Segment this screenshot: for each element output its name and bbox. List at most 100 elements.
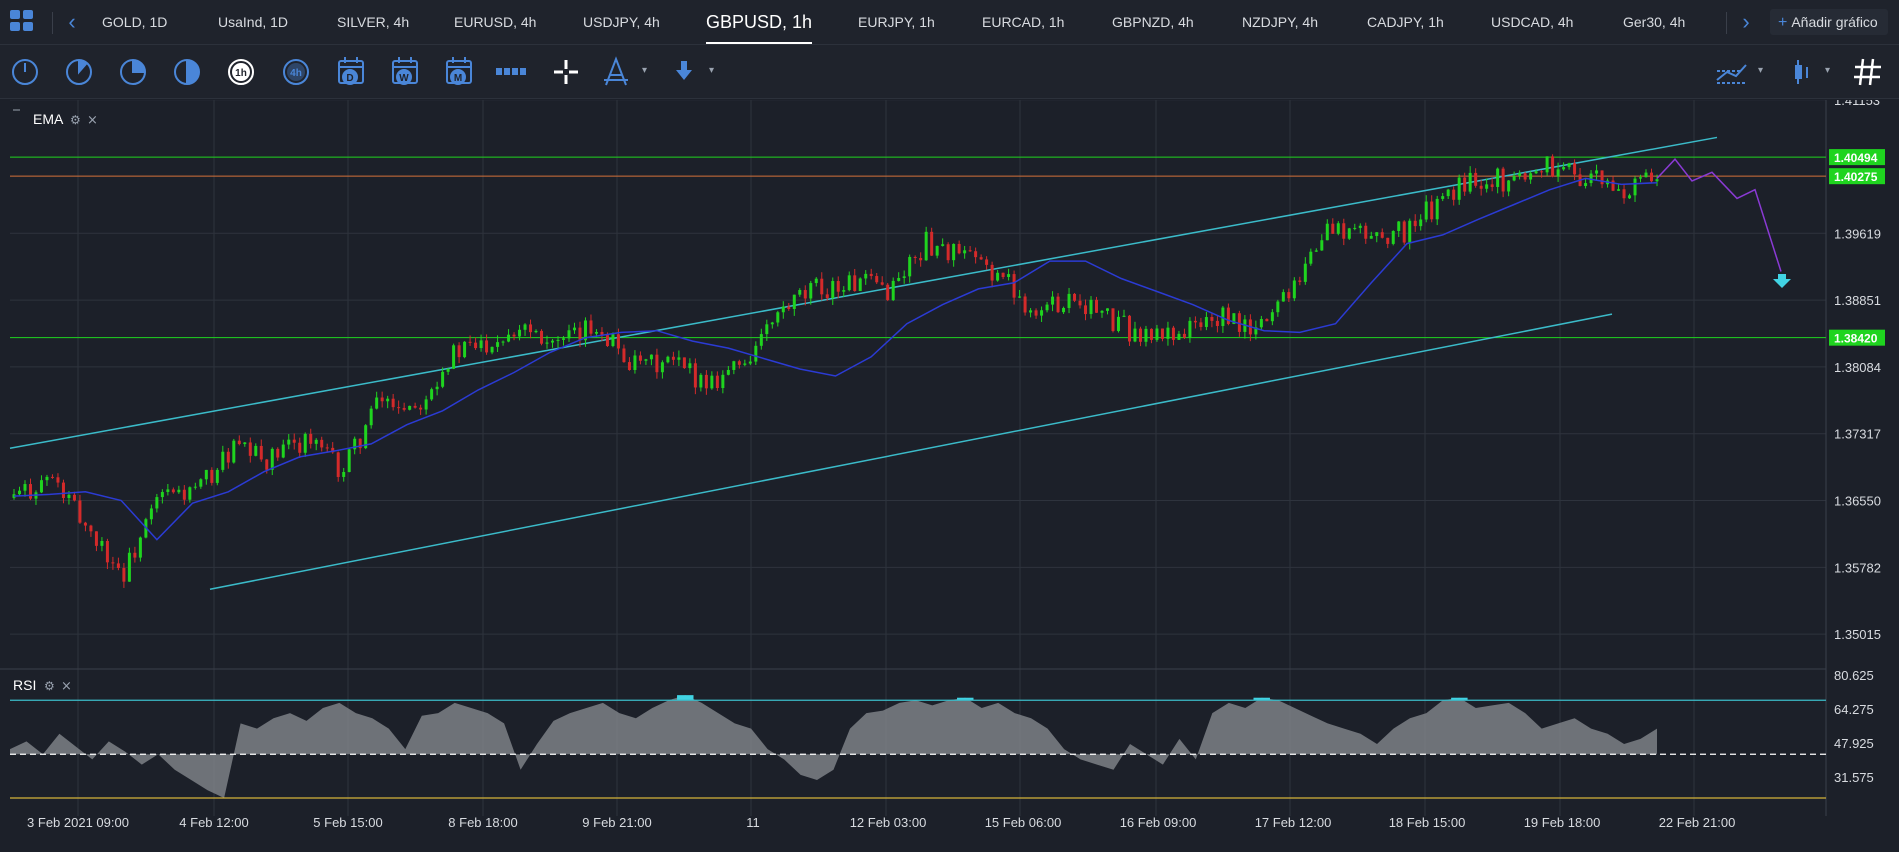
- clock-1h-icon[interactable]: [228, 59, 254, 85]
- candle-body: [1122, 315, 1126, 317]
- ruler-icon[interactable]: [496, 68, 526, 75]
- forecast-line[interactable]: [1656, 158, 1791, 288]
- candle-body: [1106, 308, 1110, 311]
- tab-gbpnzd-4h[interactable]: GBPNZD, 4h: [1112, 14, 1194, 30]
- candle-body: [913, 256, 917, 259]
- tab-ger30-4h[interactable]: Ger30, 4h: [1623, 14, 1686, 30]
- candle-body: [1655, 179, 1659, 182]
- rsi-tick: 64.275: [1834, 702, 1874, 717]
- rsi-settings-icon[interactable]: ⚙: [44, 679, 55, 693]
- candle-body: [919, 258, 923, 261]
- chart-type-caret-icon[interactable]: ▾: [1758, 65, 1764, 76]
- candle-body: [1534, 171, 1538, 174]
- tab-gbpusd-1h[interactable]: GBPUSD, 1h: [706, 0, 813, 44]
- chart-area[interactable]: 1.41153 1.39619 1.38851 1.38084 1.37317 1.365…: [0, 93, 1899, 847]
- candles: [12, 154, 1659, 588]
- candle-body: [1100, 310, 1104, 313]
- tab-nzdjpy-4h[interactable]: NZDJPY, 4h: [1242, 14, 1318, 30]
- calendar-w-icon[interactable]: [392, 57, 418, 85]
- candle-body: [781, 306, 785, 313]
- candle-body: [138, 537, 142, 558]
- candle-body: [512, 334, 516, 337]
- calendar-m-icon[interactable]: [446, 57, 472, 85]
- candle-body: [699, 374, 703, 388]
- candle-body: [1408, 220, 1412, 243]
- candle-body: [858, 278, 862, 292]
- candle-body: [160, 491, 164, 498]
- candle-body: [1133, 328, 1137, 342]
- candle-body: [572, 327, 576, 331]
- clock-m5-icon[interactable]: [66, 59, 92, 85]
- candle-body: [963, 250, 967, 254]
- tab-usdcad-4h[interactable]: USDCAD, 4h: [1491, 14, 1574, 30]
- price-axis: 1.41153 1.39619 1.38851 1.38084 1.37317 1.365…: [1829, 93, 1885, 642]
- layout-grid-icon[interactable]: [10, 10, 36, 34]
- tab-usaind-1d[interactable]: UsaInd, 1D: [218, 14, 289, 30]
- rsi-tick: 47.925: [1834, 736, 1874, 751]
- grid-icon[interactable]: [1854, 58, 1881, 86]
- clock-4h-icon[interactable]: [283, 59, 309, 85]
- time-tick: 11: [746, 815, 760, 830]
- candle-body: [990, 264, 994, 281]
- tab-usdjpy-4h[interactable]: USDJPY, 4h: [583, 14, 660, 30]
- tab-eurcad-1h[interactable]: EURCAD, 1h: [982, 14, 1065, 30]
- tab-cadjpy-1h[interactable]: CADJPY, 1h: [1367, 14, 1444, 30]
- candle-body: [1095, 299, 1099, 313]
- indicators-caret-icon[interactable]: ▾: [1825, 65, 1831, 76]
- candle-body: [276, 448, 280, 458]
- month-label: M: [454, 73, 462, 84]
- candle-body: [149, 508, 153, 520]
- chart-type-icon[interactable]: [1716, 64, 1747, 84]
- tabs-scroll-right-icon[interactable]: ›: [1742, 9, 1750, 34]
- price-tick: 1.38084: [1834, 360, 1881, 375]
- candle-body: [171, 489, 175, 493]
- candle-body: [545, 342, 549, 344]
- candle-body: [1342, 223, 1346, 239]
- candle-body: [1496, 168, 1500, 187]
- candle-body: [996, 272, 1000, 281]
- clock-m30-icon[interactable]: [174, 59, 200, 85]
- price-tick: 1.35015: [1834, 627, 1881, 642]
- add-chart-button[interactable]: + Añadir gráfico: [1770, 9, 1888, 35]
- rsi-header: RSI ⚙ ×: [13, 677, 72, 694]
- candle-body: [309, 433, 313, 444]
- clock-m1-icon[interactable]: [12, 59, 38, 85]
- candle-body: [1188, 320, 1192, 338]
- calendar-d-icon[interactable]: [338, 57, 364, 85]
- candle-body: [78, 500, 82, 523]
- arrow-down-tool-icon[interactable]: [676, 61, 692, 80]
- rsi-tick: 80.625: [1834, 668, 1874, 683]
- rsi-close-icon[interactable]: ×: [61, 679, 72, 694]
- candle-body: [292, 439, 296, 443]
- tab-gold-1d[interactable]: GOLD, 1D: [102, 14, 168, 30]
- candle-body: [820, 278, 824, 295]
- time-tick: 16 Feb 09:00: [1120, 815, 1197, 830]
- candle-body: [1270, 312, 1274, 322]
- candle-body: [1199, 322, 1203, 327]
- candle-body: [1149, 328, 1153, 340]
- candle-body: [886, 284, 890, 301]
- candle-body: [523, 324, 527, 330]
- ema-close-icon[interactable]: ×: [87, 113, 98, 128]
- candle-body: [193, 486, 197, 488]
- candle-body: [254, 445, 258, 456]
- draw-tool-icon[interactable]: [604, 56, 628, 86]
- time-tick: 12 Feb 03:00: [850, 815, 927, 830]
- tab-eurjpy-1h[interactable]: EURJPY, 1h: [858, 14, 935, 30]
- tab-eurusd-4h[interactable]: EURUSD, 4h: [454, 14, 537, 30]
- crosshair-icon[interactable]: [554, 60, 578, 84]
- candle-body: [1204, 317, 1208, 327]
- price-channel[interactable]: [9, 136, 1718, 590]
- candle-body: [331, 447, 335, 453]
- clock-m15-icon[interactable]: [120, 59, 146, 85]
- indicators-icon[interactable]: [1795, 60, 1808, 84]
- candle-body: [1029, 310, 1033, 313]
- tab-silver-4h[interactable]: SILVER, 4h: [337, 14, 410, 30]
- price-tag: [1829, 149, 1885, 166]
- tabs-scroll-left-icon[interactable]: ‹: [68, 9, 76, 34]
- candle-body: [875, 276, 879, 283]
- ema-settings-icon[interactable]: ⚙: [70, 113, 81, 127]
- price-chart[interactable]: 1.41153 1.39619 1.38851 1.38084 1.37317 1.365…: [0, 93, 1899, 847]
- arrow-tool-caret-icon[interactable]: ▾: [709, 65, 715, 76]
- draw-tool-caret-icon[interactable]: ▾: [642, 65, 648, 76]
